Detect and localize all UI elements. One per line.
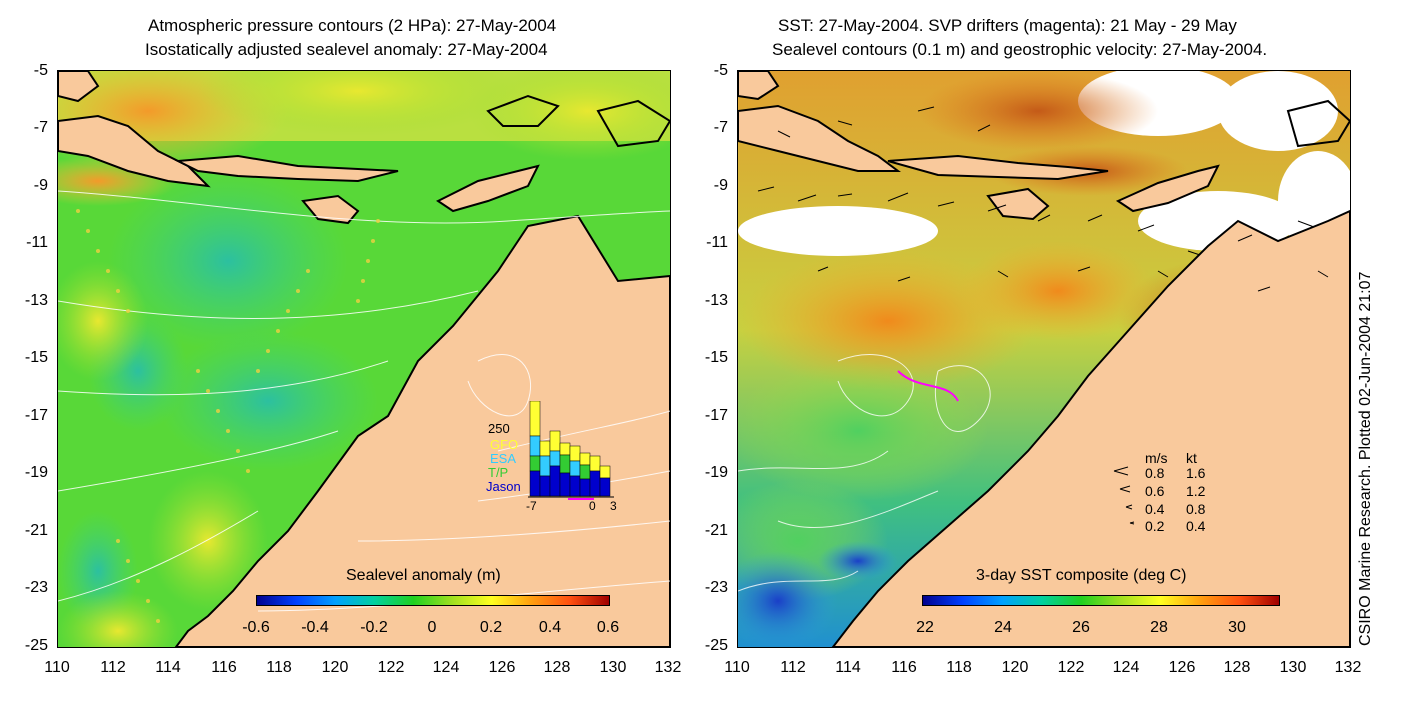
left-colorbar-tick: -0.6 (242, 619, 270, 636)
sealevel-anomaly-map-graphic (58, 71, 670, 647)
right-colorbar-tick: 22 (916, 619, 934, 636)
velocity-legend-arrows (1113, 466, 1135, 525)
right-x-tick: 122 (1057, 659, 1085, 676)
left-colorbar-tick: 0 (427, 619, 437, 636)
right-x-tick: 126 (1168, 659, 1196, 676)
left-y-tick: -11 (26, 234, 48, 251)
right-x-tick: 112 (780, 659, 806, 676)
inset-count-label: 250 (488, 421, 510, 436)
right-x-tick: 124 (1112, 659, 1140, 676)
left-x-tick: 128 (543, 659, 571, 676)
left-title-line1: Atmospheric pressure contours (2 HPa): 2… (148, 16, 557, 35)
left-colorbar-tick: 0.2 (479, 619, 503, 636)
left-colorbar-tick: -0.2 (360, 619, 388, 636)
inset-legend-jason: Jason (486, 479, 521, 494)
left-y-tick: -5 (33, 62, 48, 79)
right-title-line1: SST: 27-May-2004. SVP drifters (magenta)… (778, 16, 1237, 35)
inset-x-tick-end: 3 (610, 499, 617, 513)
right-y-tick: -9 (713, 177, 728, 194)
right-x-tick: 110 (724, 659, 750, 676)
left-x-tick: 122 (377, 659, 405, 676)
right-y-tick: -19 (704, 464, 728, 481)
left-y-tick: -23 (24, 579, 48, 596)
left-colorbar-tick: -0.4 (301, 619, 329, 636)
right-x-tick: 120 (1001, 659, 1029, 676)
right-x-tick: 118 (946, 659, 972, 676)
right-title-line2: Sealevel contours (0.1 m) and geostrophi… (772, 40, 1268, 59)
velocity-legend-kt: 0.8 (1186, 501, 1206, 517)
left-y-tick: -7 (33, 119, 48, 136)
left-y-tick: -19 (24, 464, 48, 481)
sealevel-anomaly-map: 250 GFO ESA T/P Jason (57, 70, 671, 648)
left-x-tick: 130 (599, 659, 627, 676)
sst-colorbar (922, 595, 1280, 606)
right-colorbar-tick: 28 (1150, 619, 1168, 636)
right-colorbar-title: 3-day SST composite (deg C) (976, 567, 1187, 584)
sealevel-anomaly-colorbar (256, 595, 610, 606)
altimeter-inset: 250 GFO ESA T/P Jason (478, 396, 618, 516)
left-y-tick: -13 (24, 292, 48, 309)
sst-map-graphic (738, 71, 1350, 647)
inset-legend-tp: T/P (488, 465, 509, 480)
right-y-tick: -5 (713, 62, 728, 79)
right-colorbar-tick: 24 (994, 619, 1012, 636)
left-y-tick: -9 (33, 177, 48, 194)
velocity-legend-ms: 0.8 (1145, 465, 1165, 481)
right-y-tick: -21 (704, 522, 728, 539)
inset-bars (528, 401, 614, 500)
left-y-tick: -15 (24, 349, 48, 366)
velocity-legend-ms: 0.4 (1145, 501, 1165, 517)
left-x-tick: 124 (432, 659, 460, 676)
right-y-tick: -7 (713, 119, 728, 136)
right-colorbar-tick: 26 (1072, 619, 1090, 636)
left-x-tick: 114 (155, 659, 181, 676)
right-y-tick: -15 (704, 349, 728, 366)
left-x-tick: 112 (100, 659, 126, 676)
left-x-tick: 132 (654, 659, 682, 676)
right-y-tick: -23 (704, 579, 728, 596)
left-colorbar-tick: 0.6 (596, 619, 620, 636)
sst-map: m/s kt 0.8 1.6 0.6 1.2 0.4 0.8 0.2 0.4 3… (737, 70, 1351, 648)
left-x-tick: 116 (211, 659, 237, 676)
velocity-legend-ms: 0.6 (1145, 483, 1165, 499)
left-y-tick: -25 (24, 637, 48, 654)
left-y-tick: -17 (24, 407, 48, 424)
right-y-tick: -17 (704, 407, 728, 424)
velocity-legend-header-kt: kt (1186, 450, 1197, 466)
left-y-tick: -21 (24, 522, 48, 539)
left-x-tick: 120 (321, 659, 349, 676)
velocity-legend-kt: 0.4 (1186, 518, 1206, 534)
velocity-legend: m/s kt 0.8 1.6 0.6 1.2 0.4 0.8 0.2 0.4 (1112, 451, 1242, 536)
right-y-tick: -13 (704, 292, 728, 309)
inset-x-tick-start: -7 (526, 499, 537, 513)
left-colorbar-title: Sealevel anomaly (m) (346, 567, 501, 584)
left-x-tick: 110 (44, 659, 70, 676)
left-x-tick: 126 (488, 659, 516, 676)
inset-legend-esa: ESA (490, 451, 517, 466)
inset-x-tick-zero: 0 (589, 499, 596, 513)
right-x-tick: 128 (1223, 659, 1251, 676)
left-colorbar-tick: 0.4 (538, 619, 562, 636)
velocity-legend-ms: 0.2 (1145, 518, 1165, 534)
right-colorbar-tick: 30 (1228, 619, 1246, 636)
right-y-tick: -25 (704, 637, 728, 654)
right-x-tick: 114 (835, 659, 861, 676)
velocity-legend-kt: 1.6 (1186, 465, 1206, 481)
plot-credit: CSIRO Marine Research. Plotted 02-Jun-20… (1357, 271, 1374, 646)
right-y-tick: -11 (706, 234, 728, 251)
velocity-legend-header-ms: m/s (1145, 450, 1168, 466)
left-x-tick: 118 (266, 659, 292, 676)
right-x-tick: 116 (891, 659, 917, 676)
velocity-legend-kt: 1.2 (1186, 483, 1206, 499)
right-x-tick: 130 (1279, 659, 1307, 676)
right-x-tick: 132 (1334, 659, 1362, 676)
inset-legend-gfo: GFO (490, 437, 519, 452)
left-title-line2: Isostatically adjusted sealevel anomaly:… (145, 40, 548, 59)
